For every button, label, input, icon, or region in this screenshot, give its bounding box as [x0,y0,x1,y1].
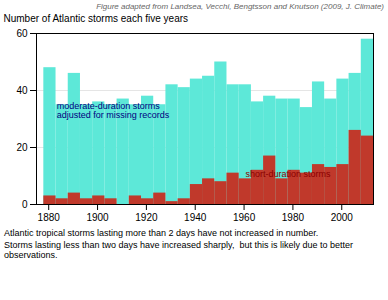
html-text:Figure adapted from Landsea, V: Figure adapted from Landsea, Vecchi, Ben… [96,2,384,11]
svg-text:1940: 1940 [184,212,207,223]
svg-text:0: 0 [22,199,28,210]
svg-text:moderate-duration stormsadjust: moderate-duration stormsadjusted for mis… [57,101,170,120]
svg-text:1880: 1880 [38,212,61,223]
svg-text:20: 20 [16,142,28,153]
svg-text:2000: 2000 [331,212,354,223]
svg-text:short-duration storms: short-duration storms [245,169,331,179]
svg-text:40: 40 [16,85,28,96]
svg-text:60: 60 [16,28,28,39]
html-text:Atlantic tropical storms lasti: Atlantic tropical storms lasting more th… [4,228,319,238]
svg-text:1920: 1920 [135,212,158,223]
svg-text:1980: 1980 [282,212,305,223]
svg-text:1900: 1900 [86,212,109,223]
svg-text:Number of Atlantic storms each: Number of Atlantic storms each five year… [4,13,189,24]
html-text:Storms lasting less than two d: Storms lasting less than two days have i… [4,240,356,260]
svg-text:1960: 1960 [233,212,256,223]
